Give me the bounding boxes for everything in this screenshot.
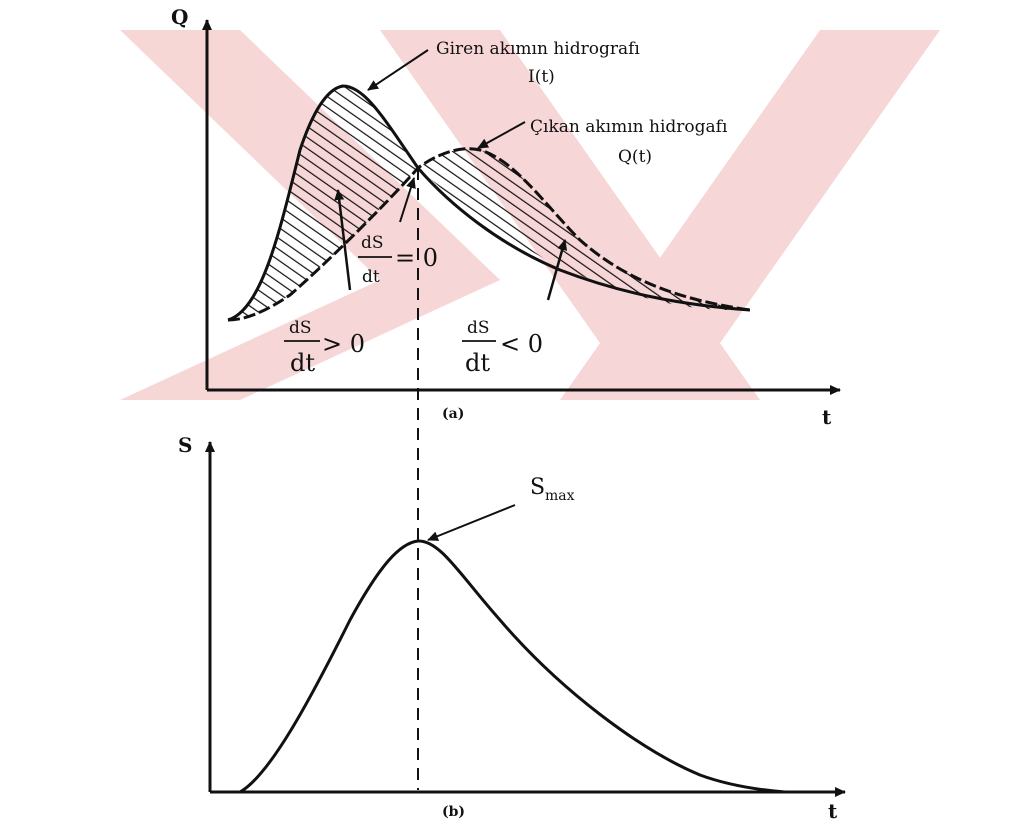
panel-a-caption: (a): [442, 406, 464, 422]
svg-text:dt: dt: [362, 267, 380, 287]
svg-text:S: S: [530, 475, 545, 500]
t-axis-b-label: t: [828, 799, 838, 823]
svg-text:dt: dt: [290, 349, 315, 377]
svg-text:= 0: = 0: [395, 244, 438, 272]
storage-curve: [239, 539, 786, 794]
svg-text:dt: dt: [465, 349, 490, 377]
svg-text:< 0: < 0: [500, 330, 543, 358]
panel-b: S t (b) S max: [178, 433, 846, 823]
t-axis-a-label: t: [822, 405, 832, 429]
smax-leader-arrow: [427, 504, 516, 541]
svg-text:dS: dS: [289, 318, 312, 338]
storage-decrease-area: [418, 148, 750, 311]
svg-text:dS: dS: [467, 318, 490, 338]
eq-pos-arrow: [334, 189, 352, 291]
eq-zero: dS dt = 0: [358, 233, 438, 287]
outflow-label-line1: Çıkan akımın hidrogafı: [530, 117, 728, 137]
q-axis-label: Q: [171, 5, 188, 29]
eq-positive: dS dt > 0: [284, 318, 365, 377]
outflow-hydrograph: [227, 147, 751, 322]
inflow-leader-arrow: [367, 49, 429, 91]
eq-negative: dS dt < 0: [462, 318, 543, 377]
inflow-label-line1: Giren akımın hidrografı: [436, 39, 640, 59]
storage-increase-area: [228, 86, 418, 320]
s-axis-label: S: [178, 433, 192, 457]
inflow-hydrograph: [227, 84, 751, 322]
svg-text:dS: dS: [361, 233, 384, 253]
watermark: [120, 30, 940, 400]
panel-b-caption: (b): [442, 804, 465, 820]
smax-label: S max: [530, 475, 575, 504]
outflow-leader-arrow: [477, 121, 526, 149]
outflow-label-line2: Q(t): [618, 147, 652, 167]
eq-neg-arrow: [546, 239, 568, 301]
inflow-label-line2: I(t): [528, 67, 555, 87]
svg-text:max: max: [545, 488, 575, 504]
eq-zero-arrow: [399, 177, 416, 223]
svg-text:> 0: > 0: [322, 330, 365, 358]
panel-a: Q t (a) Giren akımın hidrografı I(t) Çık…: [171, 5, 841, 790]
